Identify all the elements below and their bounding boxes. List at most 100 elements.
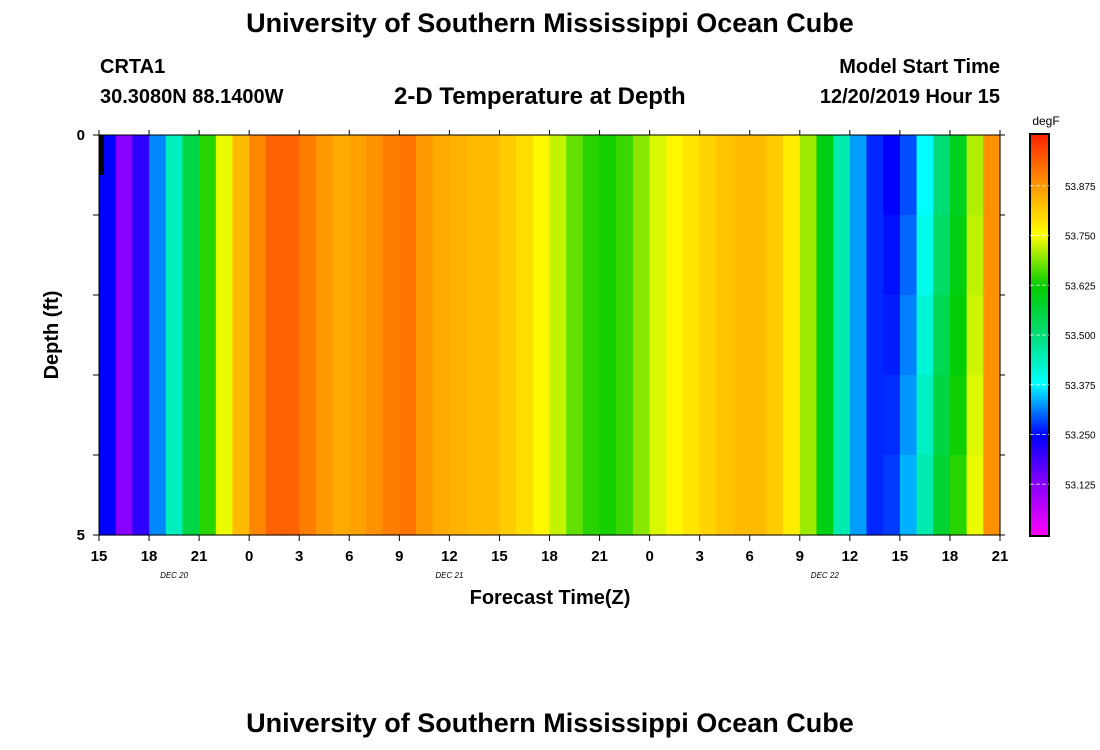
heatmap-cell [766, 215, 784, 296]
heatmap-cell [215, 215, 234, 296]
x-tick-label: 21 [992, 548, 1009, 565]
heatmap-cell [716, 135, 734, 216]
heatmap-cell [499, 215, 517, 296]
heatmap-cell [232, 455, 250, 536]
heatmap-cell [799, 215, 818, 296]
heatmap-cell [399, 455, 417, 536]
colorbar-tick-label: 53.875 [1065, 182, 1096, 193]
heatmap-cell [249, 295, 267, 376]
colorbar-tick-label: 53.750 [1065, 232, 1096, 243]
heatmap-cell [449, 455, 467, 536]
heatmap-cell [416, 295, 434, 376]
heatmap-cell [382, 375, 400, 456]
heatmap-cell [549, 375, 567, 456]
heatmap-cells [99, 135, 1001, 536]
heatmap-cell [833, 455, 851, 536]
heatmap-cell [616, 215, 634, 296]
heatmap-cell [749, 215, 768, 296]
heatmap-cell [332, 375, 350, 456]
heatmap-cell [783, 375, 801, 456]
heatmap-cell [132, 135, 150, 216]
heatmap-cell [332, 455, 350, 536]
heatmap-cell [566, 135, 584, 216]
heatmap-cell [466, 375, 484, 456]
heatmap-cell [749, 295, 768, 376]
heatmap-cell [199, 215, 217, 296]
heatmap-cell [115, 215, 133, 296]
heatmap-cell [599, 455, 617, 536]
heatmap-cell [265, 215, 284, 296]
heatmap-cell [265, 295, 284, 376]
x-tick-label: 15 [892, 548, 909, 565]
heatmap-cell [666, 295, 684, 376]
y-axis: 05 [77, 127, 1005, 544]
heatmap-cell [332, 135, 350, 216]
heatmap-cell [733, 375, 751, 456]
heatmap-cell [783, 135, 801, 216]
heatmap-cell [199, 295, 217, 376]
heatmap-cell [632, 215, 651, 296]
heatmap-cell [516, 455, 534, 536]
heatmap-cell [682, 455, 701, 536]
heatmap-cell [265, 375, 284, 456]
heatmap-cell [566, 455, 584, 536]
heatmap-cell [699, 215, 717, 296]
heatmap-cell [916, 135, 934, 216]
heatmap-cell [449, 215, 467, 296]
heatmap-cell [215, 295, 234, 376]
heatmap-cell [416, 135, 434, 216]
heatmap-cell [682, 295, 701, 376]
x-tick-label: 15 [91, 548, 108, 565]
heatmap-cell [182, 455, 200, 536]
heatmap-cell [983, 375, 1001, 456]
x-tick-label: 9 [395, 548, 403, 565]
heatmap-cell [849, 375, 868, 456]
heatmap-cell [149, 215, 167, 296]
x-axis-label: Forecast Time(Z) [470, 587, 631, 609]
colorbar-tick-label: 53.625 [1065, 281, 1096, 292]
heatmap-cell [416, 215, 434, 296]
heatmap-cell [182, 375, 200, 456]
heatmap-cell [416, 455, 434, 536]
x-tick-label: 21 [191, 548, 208, 565]
heatmap-cell [149, 375, 167, 456]
heatmap-cell [766, 295, 784, 376]
x-tick-label: 6 [345, 548, 353, 565]
heatmap-cell [516, 375, 534, 456]
heatmap-cell [766, 455, 784, 536]
model-start-label: Model Start Time [839, 56, 1000, 78]
heatmap-cell [733, 295, 751, 376]
heatmap-cell [282, 215, 300, 296]
y-axis-label: Depth (ft) [41, 291, 63, 380]
heatmap-cell [916, 455, 934, 536]
heatmap-cell [983, 295, 1001, 376]
heatmap-cell [132, 375, 150, 456]
heatmap-cell [549, 215, 567, 296]
colorbar-tick-label: 53.125 [1065, 480, 1096, 491]
colorbar-tick-label: 53.375 [1065, 381, 1096, 392]
heatmap-cell [232, 215, 250, 296]
heatmap-cell [449, 375, 467, 456]
x-tick-label: 18 [541, 548, 558, 565]
heatmap-cell [482, 455, 501, 536]
heatmap-cell [432, 375, 450, 456]
heatmap-cell [949, 215, 968, 296]
heatmap-cell [432, 295, 450, 376]
heatmap-cell [315, 295, 334, 376]
heatmap-cell [733, 215, 751, 296]
heatmap-cell [232, 295, 250, 376]
heatmap-cell [899, 215, 918, 296]
heatmap-cell [199, 375, 217, 456]
heatmap-cell [783, 455, 801, 536]
heatmap-cell [132, 455, 150, 536]
heatmap-cell [883, 375, 901, 456]
heatmap-cell [866, 375, 884, 456]
heatmap-cell [549, 455, 567, 536]
heatmap-cell [666, 135, 684, 216]
heatmap-cell [332, 295, 350, 376]
heatmap-cell [299, 455, 317, 536]
heatmap-cell [716, 215, 734, 296]
heatmap-cell [716, 455, 734, 536]
heatmap-cell [382, 455, 400, 536]
heatmap-cell [582, 375, 601, 456]
